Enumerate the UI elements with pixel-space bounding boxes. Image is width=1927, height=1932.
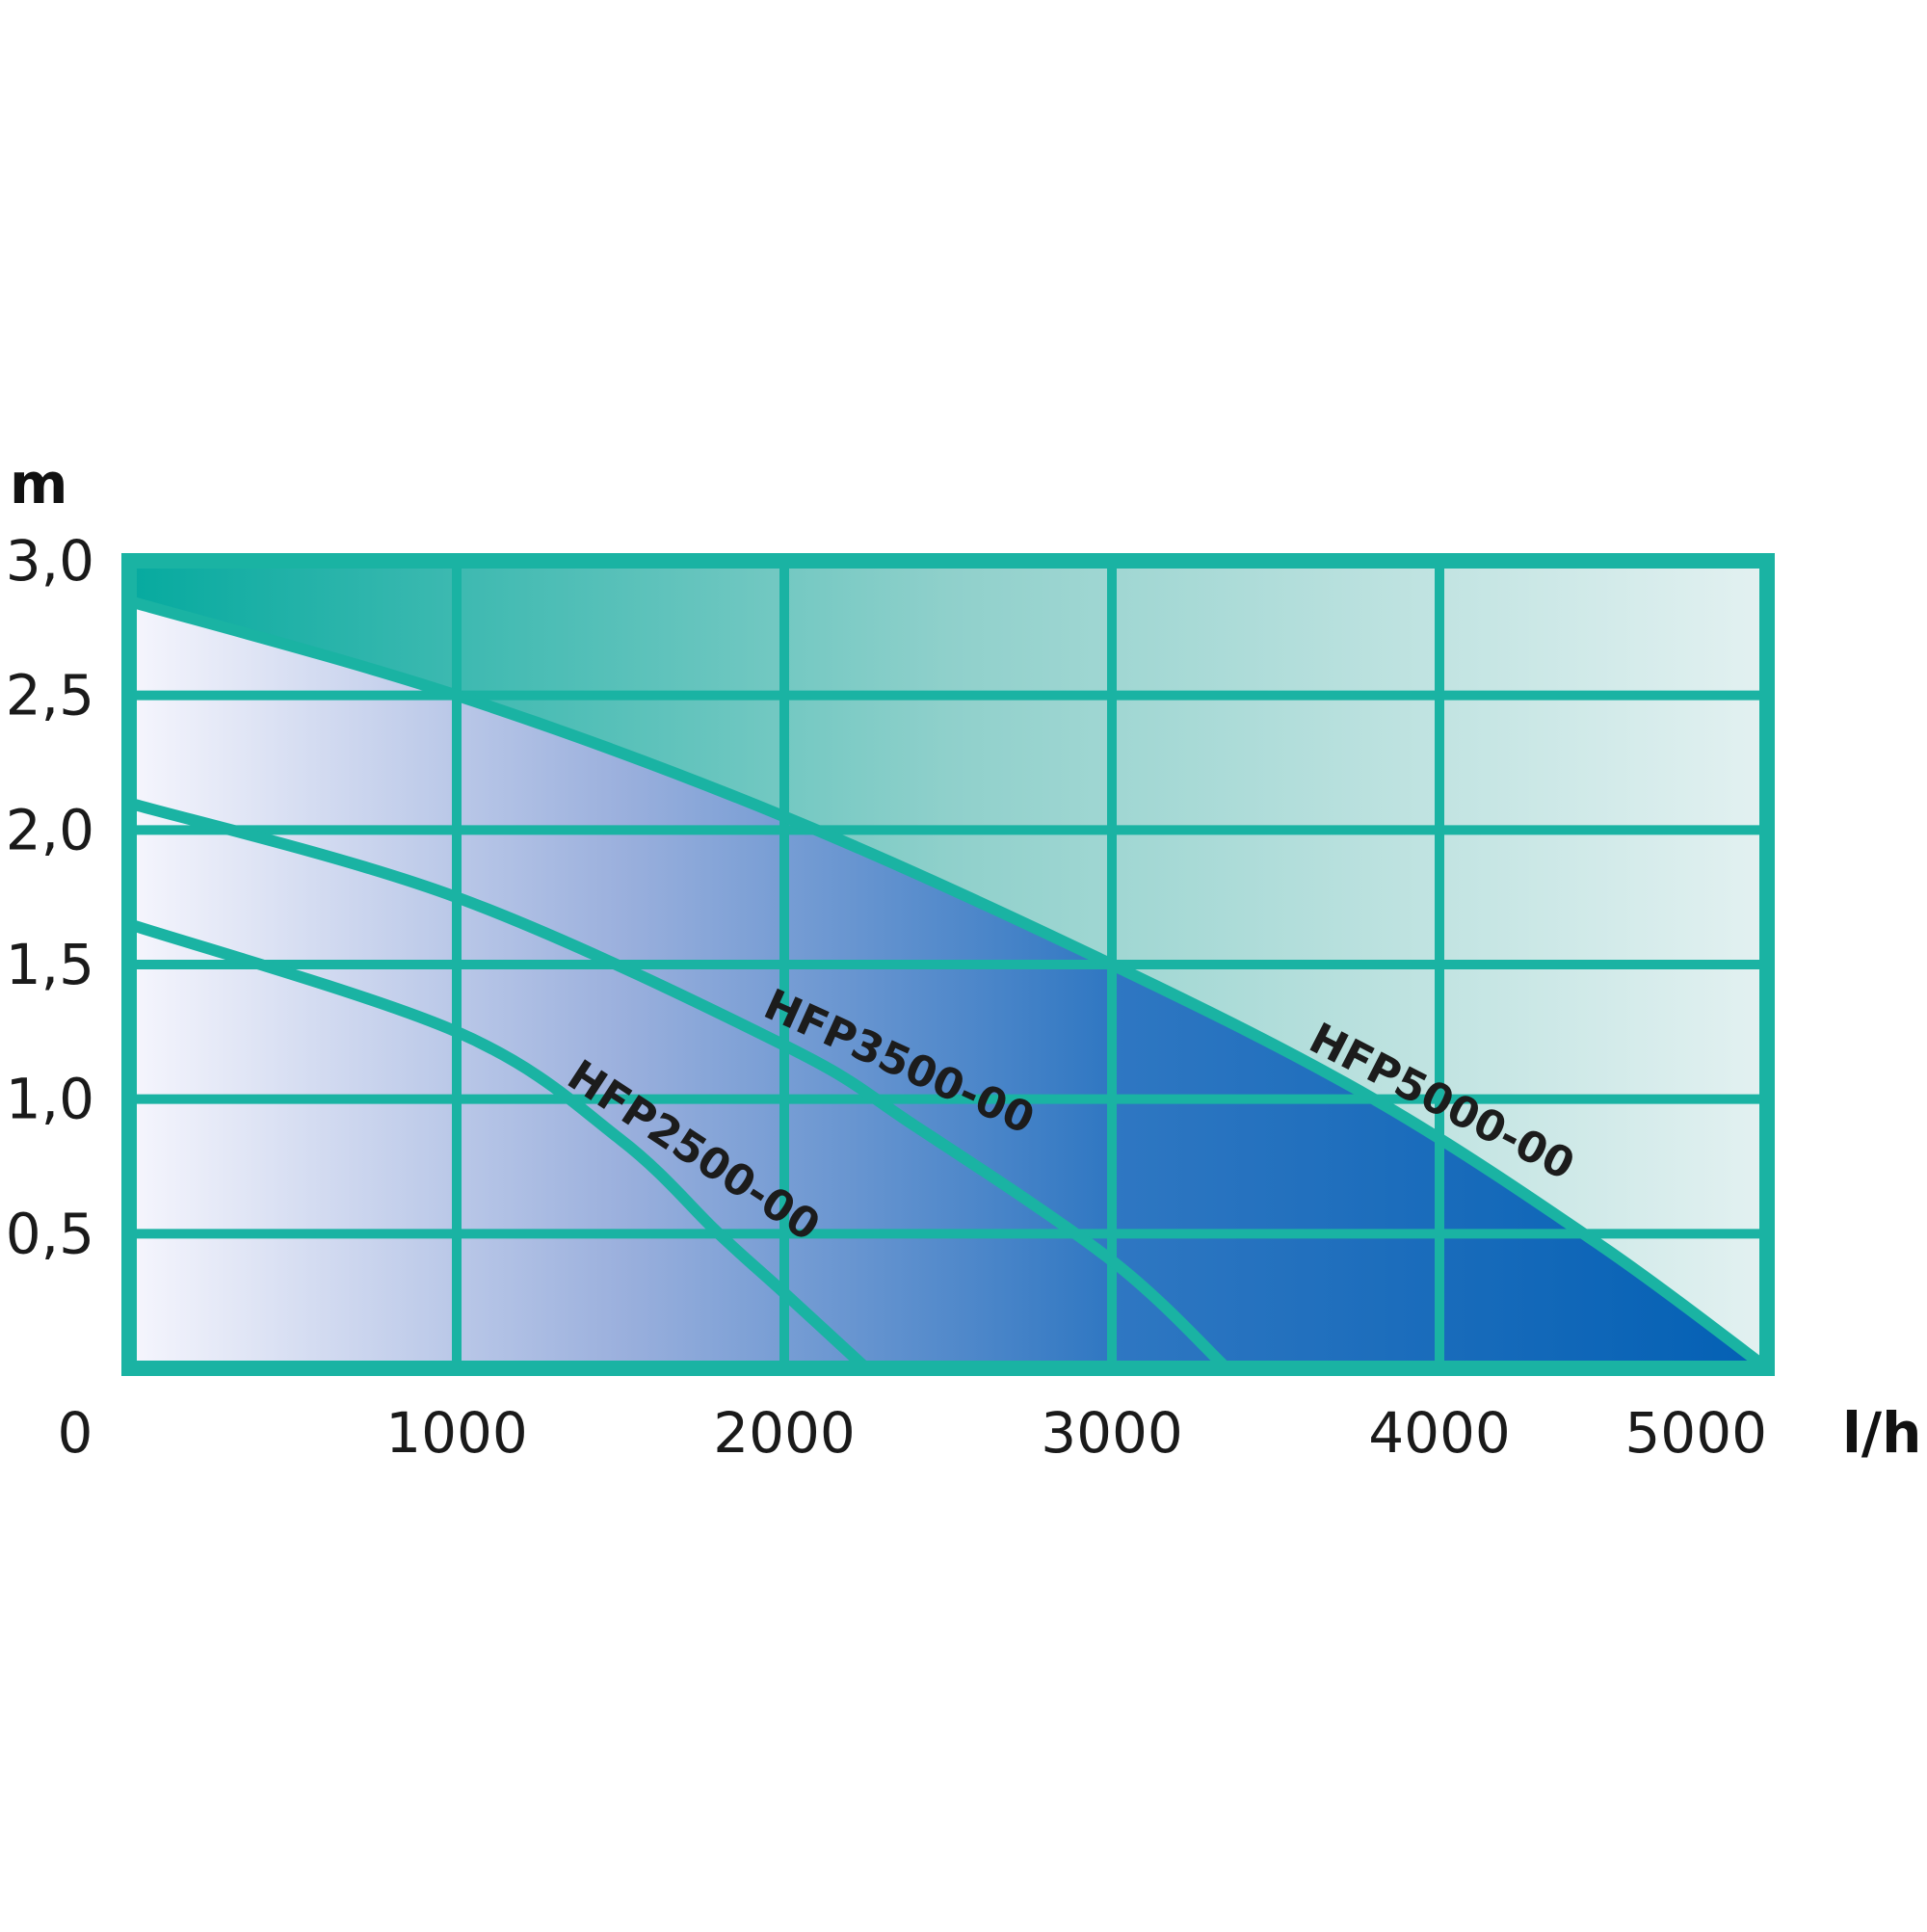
- x-tick-label-1000: 1000: [385, 1400, 528, 1466]
- y-tick-label-4: 2,0: [6, 797, 94, 862]
- y-tick-label-1: 0,5: [6, 1201, 94, 1266]
- y-tick-label-2: 1,0: [6, 1067, 94, 1132]
- y-tick-label-5: 2,5: [6, 663, 94, 728]
- y-axis-unit-label: m: [10, 451, 67, 516]
- y-tick-label-3: 1,5: [6, 932, 94, 997]
- x-tick-label-4000: 4000: [1368, 1400, 1511, 1466]
- x-axis-unit-label: l/h: [1842, 1400, 1921, 1466]
- series-line-hfp5000-00: [123, 595, 1773, 1374]
- x-tick-label-5000: 5000: [1624, 1400, 1767, 1466]
- operating-area: [129, 600, 1767, 1368]
- y-tick-label-6: 3,0: [6, 528, 94, 594]
- x-tick-label-0: 0: [58, 1400, 93, 1466]
- series-line-hfp2500-00: [123, 918, 872, 1374]
- x-tick-label-3000: 3000: [1041, 1400, 1183, 1466]
- x-tick-label-2000: 2000: [713, 1400, 856, 1466]
- series-line-hfp3500-00: [123, 797, 1232, 1374]
- plot-frame: [121, 553, 1775, 1376]
